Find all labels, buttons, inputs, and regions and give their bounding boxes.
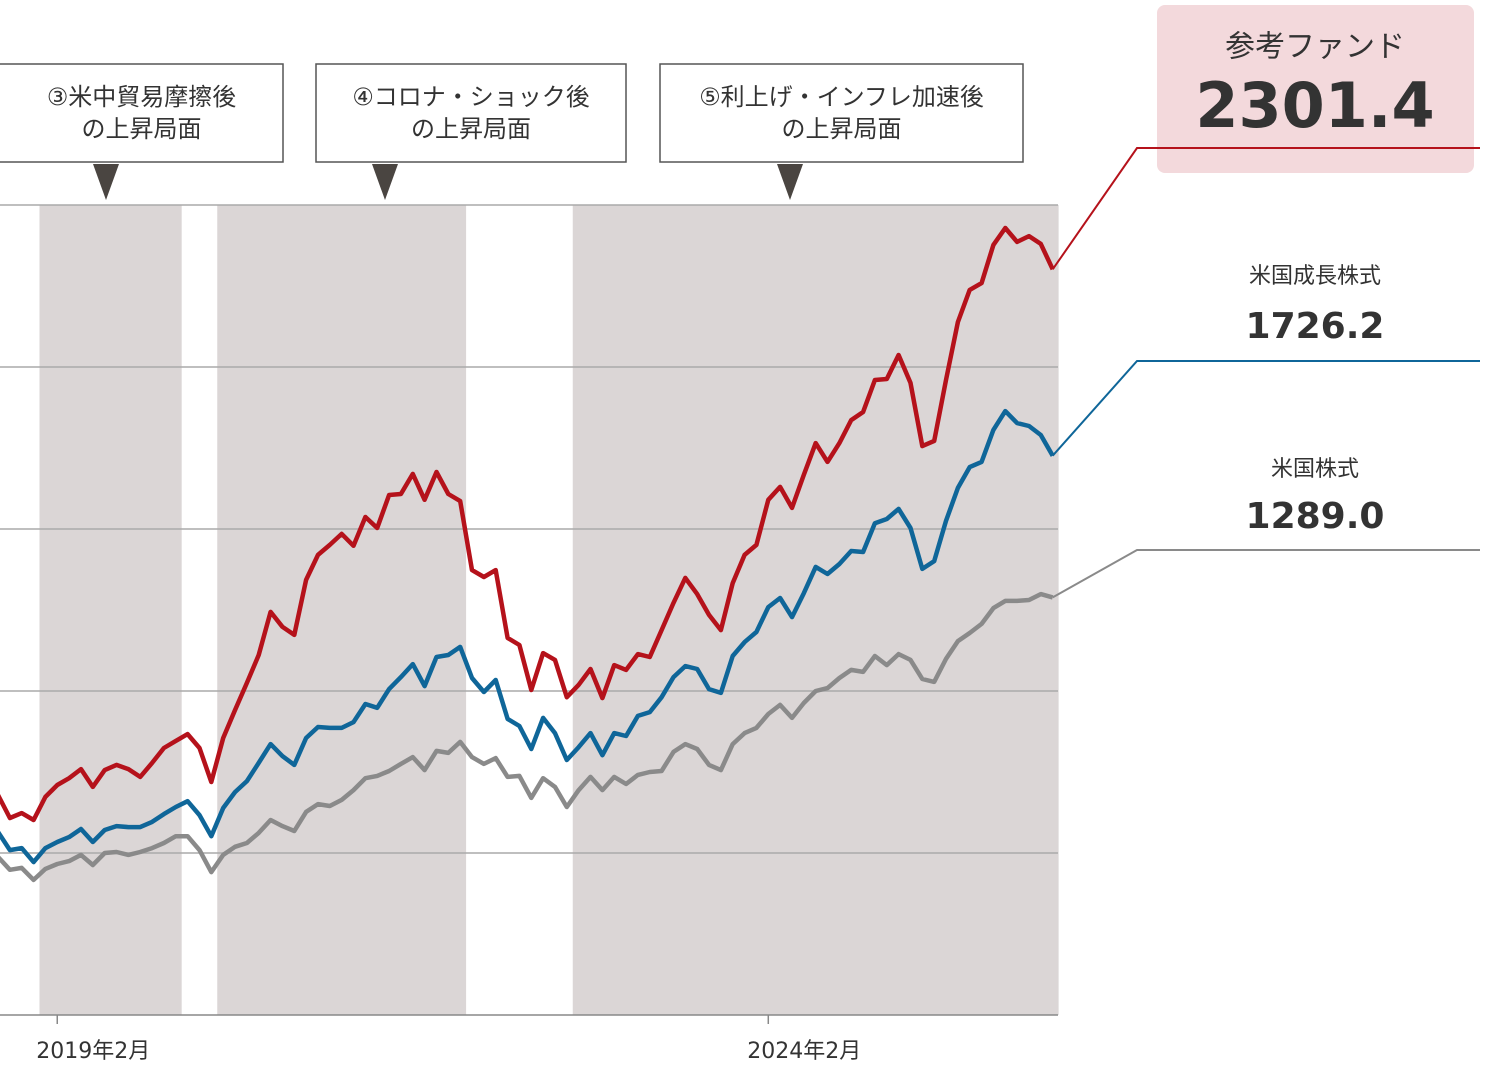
annotation-text: の上昇局面	[411, 115, 531, 143]
leader-line	[1051, 360, 1480, 457]
period-band	[39, 205, 182, 1015]
series-line	[0, 591, 1054, 883]
end-value-label: 1289.0	[1246, 496, 1385, 537]
series-line	[0, 408, 1055, 865]
x-tick-label: 2019年2月	[36, 1039, 150, 1064]
highlight-box	[1157, 5, 1474, 173]
annotation-arrow	[93, 164, 119, 200]
annotation-arrow	[372, 164, 398, 200]
annotation-arrow	[777, 164, 803, 200]
annotation-text: の上昇局面	[82, 115, 202, 143]
end-value-label: 1726.2	[1246, 306, 1385, 347]
annotation-text: ④コロナ・ショック後	[352, 83, 590, 111]
leader-line	[1052, 549, 1480, 599]
end-value-label: 2301.4	[1195, 69, 1434, 142]
leader-line	[1051, 147, 1480, 270]
period-band	[217, 205, 467, 1015]
annotation-box	[315, 63, 627, 163]
series-name: 米国株式	[1271, 457, 1359, 482]
annotation-text: の上昇局面	[782, 115, 902, 143]
period-band	[572, 205, 1059, 1015]
annotation-box	[0, 63, 284, 163]
series-name: 参考ファンド	[1225, 30, 1405, 65]
annotation-text: ⑤利上げ・インフレ加速後	[699, 83, 984, 111]
annotation-box	[659, 63, 1024, 163]
x-tick-label: 2024年2月	[747, 1039, 861, 1064]
series-line	[0, 225, 1055, 823]
annotation-text: ③米中貿易摩擦後	[47, 83, 237, 111]
series-name: 米国成長株式	[1249, 264, 1381, 289]
